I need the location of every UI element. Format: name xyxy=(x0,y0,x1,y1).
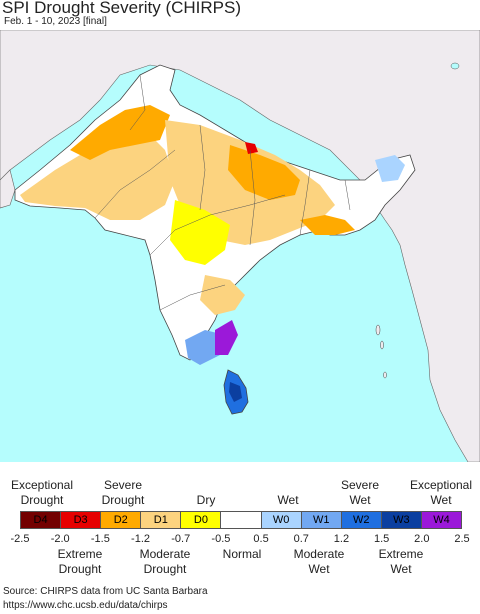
legend-label-normal: Normal xyxy=(222,547,262,561)
legend-label-extreme-wet: Extreme Wet xyxy=(378,547,424,576)
legend-cell-d1: D1 xyxy=(141,512,182,528)
legend-cell-d2: D2 xyxy=(101,512,142,528)
outside-land-west xyxy=(0,169,16,209)
d2-patch-bengal xyxy=(300,215,355,235)
sri-lanka-wet-core xyxy=(229,382,242,402)
legend-tick: -2.5 xyxy=(10,533,30,545)
legend-cell-d3: D3 xyxy=(61,512,102,528)
legend-cell-normal xyxy=(221,512,262,528)
legend-tick: 1.5 xyxy=(373,533,390,545)
legend-label-dry: Dry xyxy=(196,493,216,507)
drought-map xyxy=(0,30,480,462)
legend-label-severe-drought: Severe Drought xyxy=(101,478,145,507)
internal-boundaries xyxy=(94,74,351,311)
legend-tick: 2.0 xyxy=(414,533,430,545)
legend-tick: -1.2 xyxy=(131,533,151,545)
legend-tick: 1.2 xyxy=(333,533,350,545)
legend-tick: -0.7 xyxy=(171,533,191,545)
source-credit: Source: CHIRPS data from UC Santa Barbar… xyxy=(3,585,208,613)
legend-color-bar: D4 D3 D2 D1 D0 W0 W1 W2 W3 W4 xyxy=(20,511,462,529)
legend-label-wet: Wet xyxy=(277,493,299,507)
d1-patch-west xyxy=(20,130,175,220)
legend-cell-d0: D0 xyxy=(181,512,222,528)
legend-tick: 2.5 xyxy=(454,533,470,545)
w0-patch-northeast xyxy=(375,155,405,182)
legend-cell-w1: W1 xyxy=(301,512,342,528)
legend-label-moderate-drought: Moderate Drought xyxy=(139,547,191,576)
legend-tick: 0.5 xyxy=(253,533,269,545)
legend-label-exceptional-drought: Exceptional Drought xyxy=(10,478,74,507)
legend-cell-w0: W0 xyxy=(261,512,302,528)
andaman-islands xyxy=(375,324,387,379)
legend-cell-w4: W4 xyxy=(421,512,462,528)
legend-label-moderate-wet: Moderate Wet xyxy=(293,547,345,576)
d2-patch-north xyxy=(70,105,170,160)
map-title: SPI Drought Severity (CHIRPS) xyxy=(2,0,242,17)
source-text: Source: CHIRPS data from UC Santa Barbar… xyxy=(3,586,208,597)
legend-cell-d4: D4 xyxy=(21,512,62,528)
d2-patch-east xyxy=(228,145,300,200)
legend-cell-w3: W3 xyxy=(381,512,422,528)
legend-cell-w2: W2 xyxy=(341,512,382,528)
d3-spot-north xyxy=(245,142,258,154)
legend-label-exceptional-wet: Exceptional Wet xyxy=(409,478,473,507)
legend-label-extreme-drought: Extreme Drought xyxy=(57,547,103,576)
legend-label-severe-wet: Severe Wet xyxy=(340,478,380,507)
legend-tick: -1.5 xyxy=(90,533,110,545)
legend-tick: -0.5 xyxy=(211,533,231,545)
d1-patch-south xyxy=(200,275,245,315)
legend-tick: 0.7 xyxy=(293,533,309,545)
map-date-range: Feb. 1 - 10, 2023 [final] xyxy=(4,16,107,27)
w4-patch-tamilnadu xyxy=(215,320,238,355)
d0-patch-central xyxy=(170,200,230,265)
legend-tick: -2.0 xyxy=(50,533,70,545)
source-url[interactable]: https://www.chc.ucsb.edu/data/chirps xyxy=(3,600,168,611)
lake xyxy=(450,62,460,70)
